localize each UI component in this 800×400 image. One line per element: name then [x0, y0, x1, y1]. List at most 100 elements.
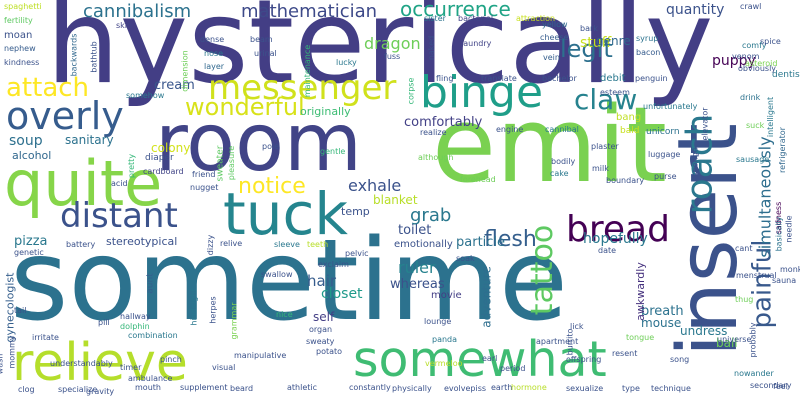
word: supplement — [180, 383, 228, 392]
word: cant — [735, 244, 753, 253]
word: irritate — [32, 333, 59, 342]
word: sausage — [736, 155, 770, 164]
word: maintenance — [303, 44, 313, 98]
word: technique — [651, 384, 691, 393]
word: needle — [784, 215, 794, 243]
word: comfortably — [404, 115, 483, 130]
word: plaster — [591, 142, 619, 151]
word: boundary — [606, 176, 645, 185]
word: closet — [321, 286, 363, 302]
word: bald — [620, 126, 640, 136]
word: kindness — [4, 58, 40, 67]
word: teeth — [307, 240, 329, 249]
word: bathtub — [89, 41, 99, 73]
word: manipulative — [234, 351, 287, 360]
word: ambulance — [128, 374, 173, 383]
word: period — [500, 364, 526, 373]
word: fertility — [4, 16, 33, 25]
word: lounge — [424, 317, 452, 326]
word: pretty — [127, 153, 137, 179]
word: dense — [200, 35, 225, 44]
word: burrito — [565, 328, 575, 356]
word: sometime — [10, 216, 568, 346]
word: particle — [456, 235, 506, 250]
word: gravity — [86, 387, 115, 396]
word: universe — [717, 335, 752, 344]
word: distant — [60, 196, 178, 236]
word: dragon — [364, 34, 421, 53]
word: soup — [9, 133, 43, 149]
word: syrup — [636, 34, 659, 43]
word: fling — [436, 74, 454, 83]
word: clog — [18, 385, 35, 394]
word: grammar — [229, 302, 239, 340]
word: type — [622, 384, 640, 393]
word: sweaty — [306, 337, 335, 346]
word: combination — [128, 331, 178, 340]
word: quite — [4, 147, 163, 220]
word: binge — [420, 67, 544, 118]
word: organ — [309, 325, 333, 334]
word: exclaim — [318, 260, 349, 269]
word: bodily — [551, 157, 576, 166]
word: earl — [482, 354, 498, 363]
word: hysterically — [46, 0, 714, 110]
word: asteroid — [745, 59, 778, 68]
word: notice — [238, 174, 306, 199]
word: wonderful — [185, 93, 305, 121]
word: puppy — [712, 53, 756, 69]
word: sweater — [215, 145, 226, 182]
word: claw — [574, 83, 638, 116]
word: apartment — [536, 337, 579, 346]
word: mouth — [135, 383, 161, 392]
word: nose — [204, 49, 224, 58]
word: somewhat — [353, 331, 607, 388]
word: friend — [192, 170, 216, 179]
word: toilet — [398, 223, 432, 238]
word: bread — [566, 209, 670, 250]
word: pleasure — [227, 145, 237, 181]
word: menstrual — [736, 271, 777, 280]
word: gentle — [320, 147, 346, 156]
word: monkey — [780, 265, 800, 274]
word: specialize — [58, 385, 98, 394]
word: potato — [316, 347, 343, 356]
word: earth — [491, 383, 513, 392]
word: debit — [600, 73, 626, 84]
word: offspring — [566, 355, 602, 364]
word: emit — [432, 84, 667, 206]
word: legit — [560, 35, 613, 63]
word: bark — [580, 24, 598, 33]
word: nephew — [4, 44, 36, 53]
word: hallway — [120, 312, 151, 321]
word: panda — [432, 335, 458, 344]
word: pole — [262, 142, 280, 151]
word: unicorn — [646, 127, 680, 137]
word: bacterial — [458, 14, 494, 23]
word: skin — [116, 21, 133, 30]
word: esteem — [600, 88, 630, 97]
word: refrigerator — [777, 127, 787, 173]
word: stereotypical — [106, 235, 178, 248]
word: realize — [420, 128, 447, 137]
word: lucky — [336, 58, 357, 67]
word: mouse — [641, 316, 682, 330]
word: sexualize — [566, 384, 604, 393]
word: purse — [654, 172, 677, 181]
word: suck — [746, 121, 765, 130]
word: sanitary — [65, 133, 114, 147]
word: cannibal — [545, 125, 579, 134]
word: layer — [204, 62, 225, 71]
word: pizza — [14, 234, 48, 249]
word: ball — [716, 336, 738, 350]
word: feel — [773, 382, 788, 391]
word: soak — [456, 254, 475, 263]
word: milk — [592, 164, 609, 173]
word: nugget — [190, 183, 219, 192]
word: cheese — [540, 33, 569, 42]
word: genre — [596, 34, 631, 48]
word: genetic — [14, 248, 44, 257]
word: acid — [111, 179, 128, 188]
word: forehead — [460, 175, 496, 184]
word: pinch — [160, 355, 182, 364]
